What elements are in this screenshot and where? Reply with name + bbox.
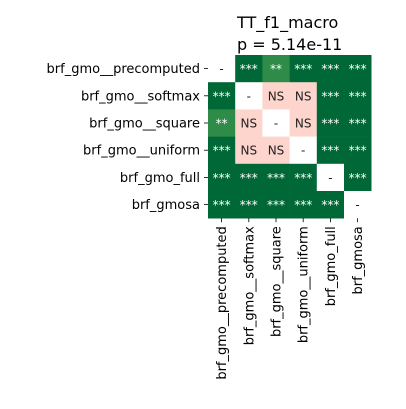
heatmap-cell-label: *** <box>213 144 231 158</box>
heatmap-cell <box>316 136 345 165</box>
heatmap-cell <box>316 191 345 219</box>
heatmap-cell <box>344 109 372 137</box>
heatmap-cell-label: *** <box>321 117 339 131</box>
heatmap-cell <box>235 55 263 83</box>
heatmap-cell-label: *** <box>240 62 258 76</box>
heatmap-cell <box>235 191 263 219</box>
heatmap-cell <box>208 163 236 192</box>
column-label: brf_gmo__square <box>270 226 285 337</box>
heatmap-cell <box>344 163 372 192</box>
heatmap-cell <box>289 109 318 137</box>
heatmap-cell <box>235 109 263 137</box>
heatmap-cell-label: NS <box>268 144 285 158</box>
heatmap-cell-label: *** <box>294 171 312 185</box>
heatmap-cell-label: *** <box>349 117 367 131</box>
heatmap-cell-label: *** <box>267 198 285 212</box>
column-label: brf_gmo__uniform <box>297 226 312 343</box>
column-labels: brf_gmo__precomputed brf_gmo__softmax brf_… <box>215 218 366 380</box>
heatmap-cell-label: *** <box>213 89 231 103</box>
heatmap-cell <box>262 109 290 137</box>
heatmap-cell-label: NS <box>295 117 312 131</box>
heatmap-cell <box>289 163 318 192</box>
heatmap-cell-label: *** <box>321 89 339 103</box>
heatmap-cell <box>344 136 372 165</box>
row-label: brf_gmo__precomputed <box>47 62 200 77</box>
heatmap-cell-label: - <box>274 117 278 131</box>
heatmap-cell <box>344 82 372 110</box>
heatmap-cell-label: - <box>219 62 223 76</box>
heatmap-cell-label: *** <box>240 171 258 185</box>
row-label: brf_gmo__uniform <box>83 144 200 159</box>
row-label: brf_gmosa <box>132 198 200 213</box>
heatmap-cell-label: *** <box>294 62 312 76</box>
heatmap-cell <box>262 136 290 165</box>
heatmap-cell <box>208 109 236 137</box>
heatmap-cell-label: - <box>301 144 305 158</box>
heatmap-cell <box>208 55 236 83</box>
heatmap-cell <box>208 191 236 219</box>
chart-title-line-2: p = 5.14e-11 <box>237 35 342 54</box>
heatmap-cell-label: *** <box>267 171 285 185</box>
heatmap-cell <box>344 55 372 83</box>
heatmap-cell <box>316 82 345 110</box>
heatmap-cell-label: *** <box>349 144 367 158</box>
heatmap-cell <box>235 82 263 110</box>
chart-title-line-1: TT_f1_macro <box>236 13 338 33</box>
column-label: brf_gmosa <box>351 226 366 294</box>
heatmap-cell-label: NS <box>241 117 258 131</box>
heatmap-cell <box>262 82 290 110</box>
heatmap-cell-label: *** <box>213 198 231 212</box>
heatmap-cell-label: - <box>328 171 332 185</box>
heatmap-cell <box>208 82 236 110</box>
heatmap-cell <box>262 163 290 192</box>
heatmap-cell-label: *** <box>294 198 312 212</box>
heatmap-cell-label: NS <box>295 89 312 103</box>
heatmap-cell-label: *** <box>240 198 258 212</box>
heatmap-cell <box>289 136 318 165</box>
row-label: brf_gmo__softmax <box>81 89 200 104</box>
heatmap-cell-label: *** <box>349 62 367 76</box>
heatmap-cell <box>289 191 318 219</box>
column-label: brf_gmo__softmax <box>242 226 257 345</box>
row-labels: brf_gmo__precomputed brf_gmo__softmax brf_… <box>47 62 208 213</box>
heatmap-cell-label: NS <box>241 144 258 158</box>
heatmap-cell <box>316 163 345 192</box>
column-label: brf_gmo__precomputed <box>215 226 230 379</box>
heatmap-cell-label: ** <box>270 62 282 76</box>
heatmap-cell-label: - <box>355 198 359 212</box>
heatmap-cell <box>289 55 318 83</box>
heatmap-cell-label: *** <box>213 171 231 185</box>
heatmap-cells: - *** ** *** *** ****** - NS NS *** ***** NS - NS *** *… <box>208 55 372 219</box>
heatmap-cell <box>289 82 318 110</box>
heatmap-cell-label: - <box>247 89 251 103</box>
heatmap-cell <box>235 163 263 192</box>
heatmap-cell <box>316 109 345 137</box>
heatmap-cell-label: *** <box>321 198 339 212</box>
heatmap-cell-label: *** <box>349 171 367 185</box>
heatmap-cell <box>235 136 263 165</box>
heatmap-cell-label: ** <box>216 117 228 131</box>
row-label: brf_gmo_full <box>120 171 200 186</box>
heatmap-cell-label: *** <box>349 89 367 103</box>
heatmap-cell <box>344 191 372 219</box>
row-label: brf_gmo__square <box>89 117 200 132</box>
heatmap-cell <box>262 191 290 219</box>
heatmap-cell <box>208 136 236 165</box>
column-label: brf_gmo_full <box>324 226 339 306</box>
heatmap-cell-label: *** <box>321 144 339 158</box>
heatmap-cell-label: *** <box>321 62 339 76</box>
heatmap-cell <box>262 55 290 83</box>
heatmap-cell-label: NS <box>268 89 285 103</box>
heatmap-cell <box>316 55 345 83</box>
